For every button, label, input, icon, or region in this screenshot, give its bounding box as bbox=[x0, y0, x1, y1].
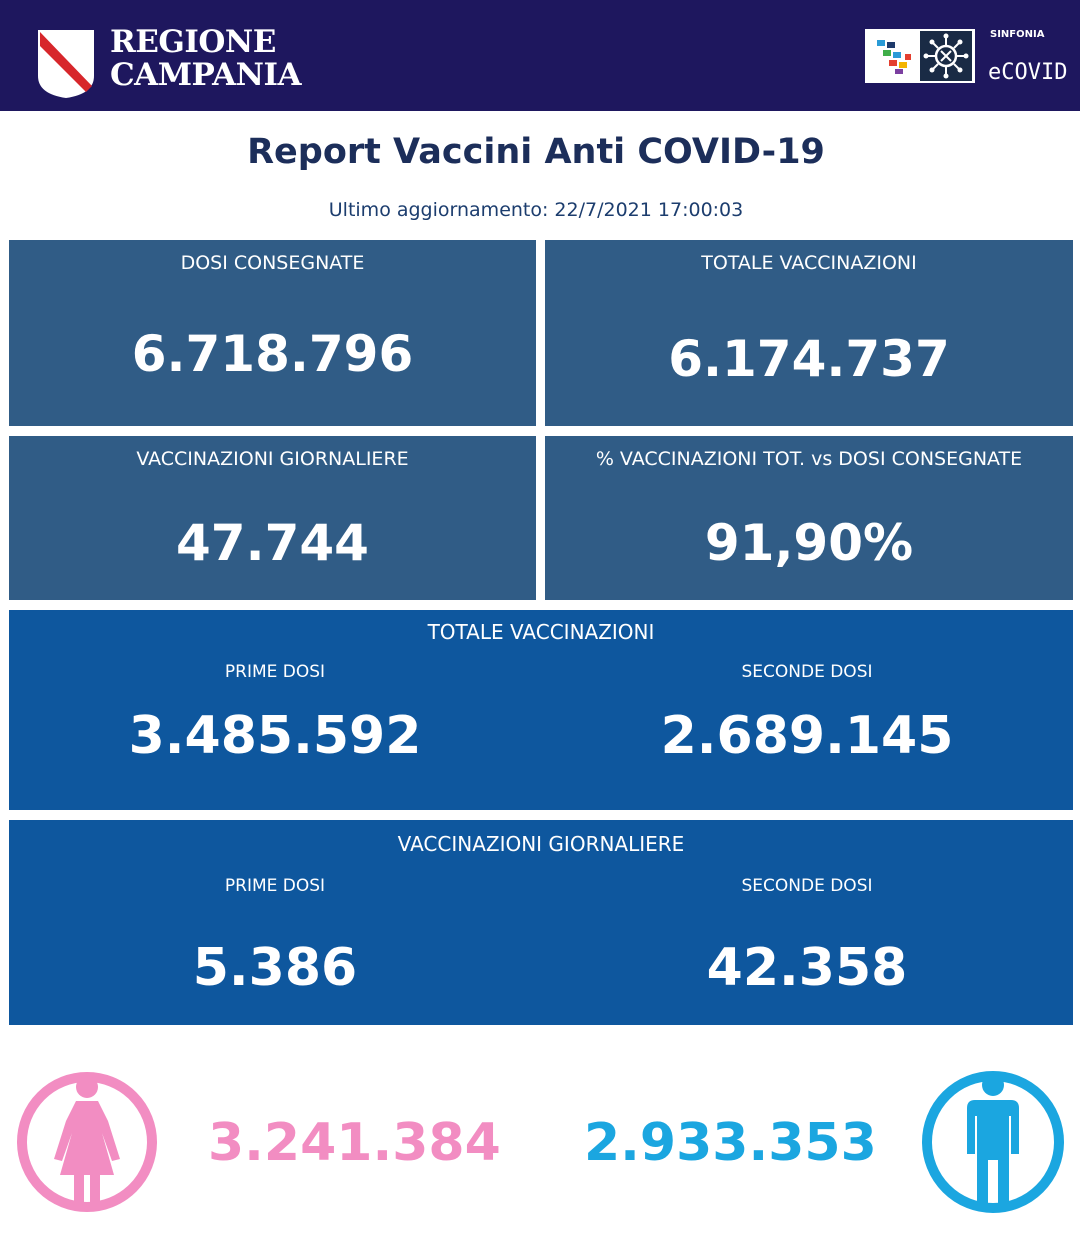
tile-label: DOSI CONSEGNATE bbox=[180, 252, 365, 274]
region-name-line2: CAMPANIA bbox=[110, 57, 302, 93]
tile-totale-vaccinazioni: TOTALE VACCINAZIONI 6.174.737 bbox=[545, 240, 1073, 426]
tile-percentuale: % VACCINAZIONI TOT. vs DOSI CONSEGNATE 9… bbox=[545, 436, 1073, 600]
last-update-text: Ultimo aggiornamento: 22/7/2021 17:00:03 bbox=[328, 199, 744, 221]
tile-label: TOTALE VACCINAZIONI bbox=[701, 252, 917, 274]
panel-title: TOTALE VACCINAZIONI bbox=[427, 620, 655, 644]
female-count: 3.241.384 bbox=[208, 1113, 501, 1173]
brand-logos bbox=[865, 29, 975, 83]
tile-value: 6.174.737 bbox=[668, 330, 950, 388]
seconde-dosi-label: SECONDE DOSI bbox=[741, 662, 873, 682]
seconde-dosi-label: SECONDE DOSI bbox=[741, 876, 873, 896]
seconde-dosi-value: 42.358 bbox=[706, 938, 908, 998]
panel-title: VACCINAZIONI GIORNALIERE bbox=[397, 832, 685, 856]
male-count: 2.933.353 bbox=[584, 1113, 877, 1173]
tile-label: % VACCINAZIONI TOT. vs DOSI CONSEGNATE bbox=[595, 448, 1023, 470]
tile-vaccinazioni-giornaliere: VACCINAZIONI GIORNALIERE 47.744 bbox=[9, 436, 536, 600]
prime-dosi-label: PRIME DOSI bbox=[224, 876, 326, 896]
prime-dosi-value: 5.386 bbox=[192, 938, 358, 998]
panel-totale-breakdown: TOTALE VACCINAZIONI PRIME DOSI SECONDE D… bbox=[9, 610, 1073, 810]
region-name: REGIONE CAMPANIA bbox=[110, 24, 302, 93]
brand-small-label: SINFONIA bbox=[990, 29, 1045, 40]
header-bar: REGIONE CAMPANIA bbox=[0, 0, 1080, 111]
covid-logo-icon bbox=[920, 31, 972, 81]
panel-giornaliere-breakdown: VACCINAZIONI GIORNALIERE PRIME DOSI SECO… bbox=[9, 820, 1073, 1025]
female-person-icon bbox=[17, 1072, 157, 1212]
tile-label: VACCINAZIONI GIORNALIERE bbox=[136, 448, 409, 470]
prime-dosi-label: PRIME DOSI bbox=[224, 662, 326, 682]
tile-value: 47.744 bbox=[176, 514, 369, 572]
region-shield-icon bbox=[38, 30, 94, 98]
tile-dosi-consegnate: DOSI CONSEGNATE 6.718.796 bbox=[9, 240, 536, 426]
page-title: Report Vaccini Anti COVID-19 bbox=[247, 132, 825, 172]
male-person-icon bbox=[922, 1071, 1064, 1213]
seconde-dosi-value: 2.689.145 bbox=[660, 706, 954, 766]
sinfonia-logo-icon bbox=[877, 40, 911, 74]
tile-value: 6.718.796 bbox=[131, 325, 414, 383]
region-name-line1: REGIONE bbox=[110, 24, 276, 60]
tile-value: 91,90% bbox=[704, 514, 914, 572]
prime-dosi-value: 3.485.592 bbox=[128, 706, 422, 766]
brand-name-label: eCOVID bbox=[988, 60, 1068, 85]
